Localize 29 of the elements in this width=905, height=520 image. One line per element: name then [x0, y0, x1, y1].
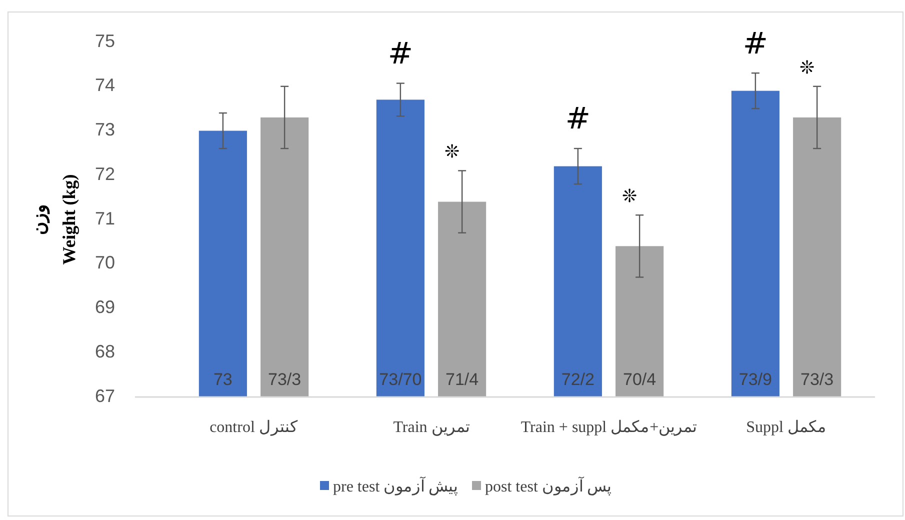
x-tick-label: Train + suppl تمرین+مکمل	[520, 419, 697, 436]
annotation: ❊	[622, 186, 638, 207]
data-label: 71/4	[446, 370, 479, 389]
data-label: 72/2	[561, 370, 594, 389]
data-label: 73/70	[379, 370, 422, 389]
data-label: 73/3	[800, 370, 834, 389]
y-tick-label: 68	[94, 341, 115, 362]
y-tick-label: 71	[94, 208, 115, 228]
data-label: 73/3	[268, 370, 302, 389]
annotation: #	[742, 26, 768, 62]
data-label: 73	[213, 370, 232, 389]
annotation: ❊	[800, 57, 815, 78]
data-label: 73/9	[738, 370, 772, 389]
annotation: #	[565, 102, 591, 137]
y-tick-label: 70	[94, 252, 115, 273]
annotation: #	[388, 36, 414, 72]
y-tick-label: 69	[94, 297, 115, 317]
x-tick-label: control کنترل	[210, 419, 298, 436]
legend-label: post test پس آزمون	[485, 476, 611, 496]
x-tick-label: Train تمرین	[393, 419, 470, 436]
y-tick-label: 73	[94, 120, 115, 140]
y-tick-label: 67	[94, 386, 115, 406]
data-label: 70/4	[623, 370, 656, 389]
annotation: ❊	[444, 142, 460, 163]
x-tick-label: Suppl مکمل	[746, 419, 826, 436]
y-tick-label: 72	[94, 164, 115, 184]
y-tick-label: 74	[94, 75, 115, 96]
legend-label: pre test پیش آزمون	[333, 476, 458, 496]
y-tick-label: 75	[94, 30, 115, 51]
